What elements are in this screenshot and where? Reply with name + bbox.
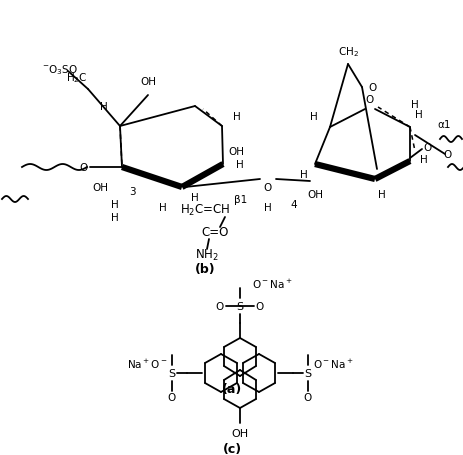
- Text: C=O: C=O: [201, 225, 228, 238]
- Text: OH: OH: [140, 77, 156, 87]
- Text: H: H: [414, 110, 422, 120]
- Text: H: H: [191, 192, 199, 202]
- Text: S: S: [304, 368, 311, 378]
- Text: O$^-$Na$^+$: O$^-$Na$^+$: [251, 278, 292, 290]
- Text: Na$^+$O$^-$: Na$^+$O$^-$: [126, 357, 167, 370]
- Text: O: O: [215, 301, 224, 311]
- Text: H: H: [232, 112, 240, 122]
- Text: O: O: [168, 392, 176, 402]
- Text: H: H: [159, 202, 167, 212]
- Text: O: O: [367, 83, 375, 93]
- Text: OH: OH: [231, 429, 248, 439]
- Text: (b): (b): [194, 263, 215, 276]
- Text: 3: 3: [128, 187, 135, 197]
- Text: H: H: [263, 202, 271, 212]
- Text: OH: OH: [92, 182, 108, 192]
- Text: H: H: [419, 155, 427, 165]
- Text: O: O: [80, 162, 88, 172]
- Text: O$^-$Na$^+$: O$^-$Na$^+$: [313, 357, 353, 370]
- Text: H: H: [100, 102, 108, 112]
- Text: (a): (a): [221, 383, 242, 396]
- Text: S: S: [168, 368, 175, 378]
- Text: α1: α1: [436, 120, 450, 130]
- Text: H: H: [111, 200, 119, 210]
- Text: (c): (c): [222, 443, 241, 455]
- Text: H: H: [410, 100, 418, 110]
- Text: β1: β1: [233, 195, 246, 205]
- Text: $^{-}$O$_3$SO: $^{-}$O$_3$SO: [42, 63, 78, 77]
- Text: CH$_2$: CH$_2$: [337, 45, 358, 59]
- Text: S: S: [236, 301, 243, 311]
- Text: OH: OH: [227, 147, 244, 157]
- Text: H$_2$C=CH: H$_2$C=CH: [179, 202, 230, 217]
- Text: OH: OH: [307, 190, 322, 200]
- Text: O: O: [443, 150, 451, 160]
- Text: O: O: [263, 182, 271, 192]
- Text: 4: 4: [289, 200, 296, 210]
- Text: O: O: [255, 301, 263, 311]
- Text: H: H: [377, 190, 385, 200]
- Text: H: H: [310, 112, 317, 122]
- Text: H: H: [111, 212, 119, 222]
- Text: H: H: [236, 160, 243, 170]
- Text: NH$_2$: NH$_2$: [194, 247, 219, 262]
- Text: H$_2$C: H$_2$C: [66, 71, 88, 85]
- Text: H: H: [300, 170, 307, 180]
- Text: O: O: [303, 392, 312, 402]
- Text: O: O: [422, 143, 430, 153]
- Text: O: O: [365, 95, 373, 105]
